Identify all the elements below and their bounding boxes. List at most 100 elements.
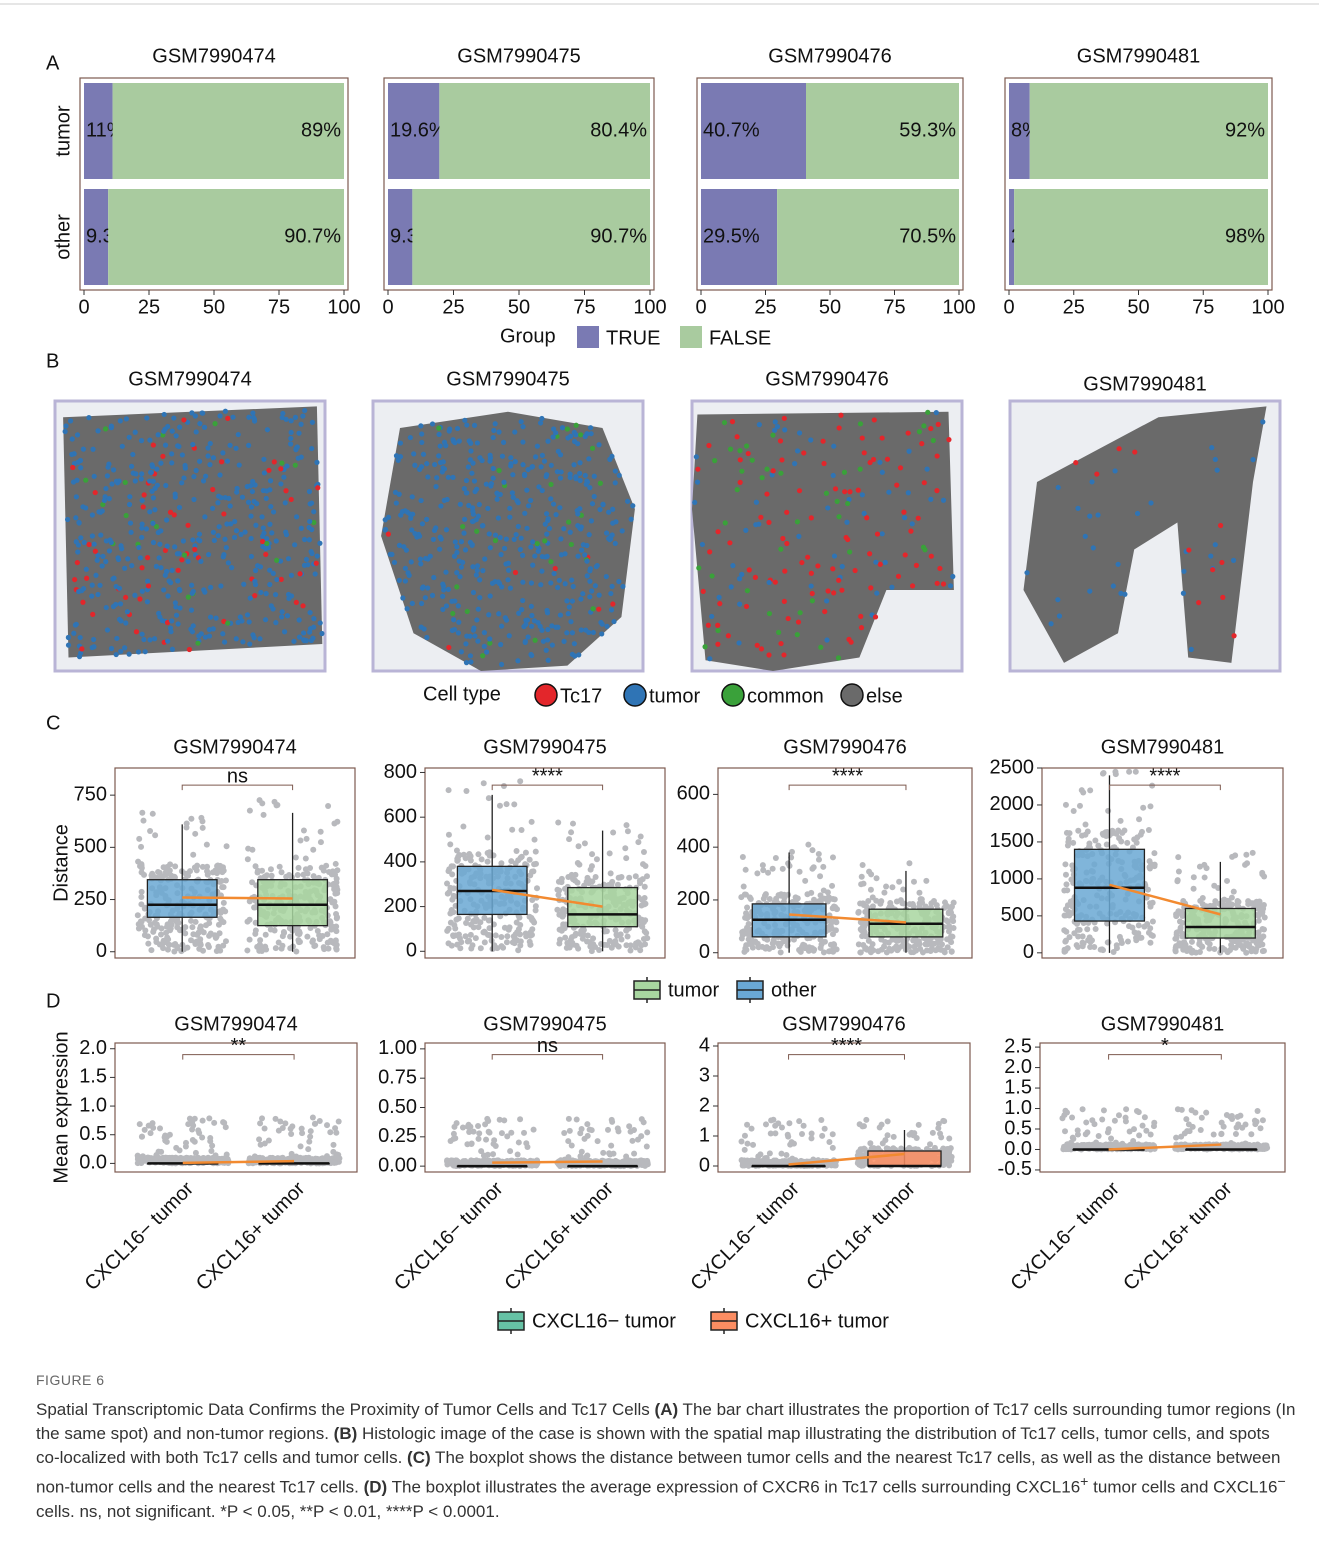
spot bbox=[548, 482, 553, 487]
spot bbox=[566, 611, 571, 616]
jitter-point bbox=[830, 1161, 836, 1167]
jitter-point bbox=[516, 926, 522, 932]
spot bbox=[403, 566, 408, 571]
jitter-point bbox=[471, 1129, 477, 1135]
jitter-point bbox=[561, 1130, 567, 1136]
x-tick-label: 0 bbox=[78, 296, 89, 318]
jitter-point bbox=[768, 1117, 774, 1123]
spot bbox=[151, 495, 156, 500]
jitter-point bbox=[1147, 900, 1153, 906]
spot bbox=[592, 494, 597, 499]
mean-line bbox=[182, 897, 292, 898]
spot bbox=[107, 496, 112, 501]
spot bbox=[782, 569, 787, 574]
spot bbox=[273, 592, 278, 597]
spot bbox=[530, 563, 535, 568]
jitter-point bbox=[247, 808, 253, 814]
spot bbox=[220, 450, 225, 455]
spot bbox=[512, 537, 517, 542]
jitter-point bbox=[307, 865, 313, 871]
spot bbox=[880, 470, 885, 475]
jitter-point bbox=[516, 915, 522, 921]
jitter-point bbox=[139, 865, 145, 871]
jitter-point bbox=[499, 1130, 505, 1136]
spot bbox=[393, 490, 398, 495]
jitter-point bbox=[463, 788, 469, 794]
spot bbox=[1208, 553, 1213, 558]
jitter-point bbox=[917, 946, 923, 952]
spot bbox=[910, 583, 915, 588]
spot bbox=[723, 520, 728, 525]
jitter-point bbox=[533, 903, 539, 909]
spot bbox=[1048, 621, 1053, 626]
jitter-point bbox=[135, 912, 141, 918]
spot bbox=[588, 566, 593, 571]
y-tick-label: 0.0 bbox=[79, 1152, 107, 1174]
spot bbox=[822, 609, 827, 614]
spot bbox=[568, 530, 573, 535]
spot bbox=[1181, 591, 1186, 596]
spot bbox=[240, 495, 245, 500]
spot bbox=[267, 487, 272, 492]
spot bbox=[140, 632, 145, 637]
spot bbox=[475, 568, 480, 573]
spot bbox=[824, 598, 829, 603]
y-tick-label: 600 bbox=[677, 783, 710, 805]
spot bbox=[450, 475, 455, 480]
spot bbox=[215, 500, 220, 505]
jitter-point bbox=[1151, 850, 1157, 856]
facet-title: GSM7990475 bbox=[446, 368, 569, 390]
spot bbox=[551, 501, 556, 506]
value-label: 59.3% bbox=[899, 119, 956, 141]
spot bbox=[129, 464, 134, 469]
spot bbox=[786, 616, 791, 621]
jitter-point bbox=[1226, 899, 1232, 905]
jitter-point bbox=[200, 1118, 206, 1124]
jitter-point bbox=[253, 928, 259, 934]
spot bbox=[417, 467, 422, 472]
spot bbox=[539, 464, 544, 469]
jitter-point bbox=[485, 859, 491, 865]
jitter-point bbox=[1071, 808, 1077, 814]
spot bbox=[482, 630, 487, 635]
jitter-point bbox=[748, 1158, 754, 1164]
jitter-point bbox=[333, 1130, 339, 1136]
jitter-point bbox=[299, 1130, 305, 1136]
jitter-point bbox=[619, 937, 625, 943]
spot bbox=[124, 416, 129, 421]
spot bbox=[213, 616, 218, 621]
spot bbox=[430, 593, 435, 598]
y-axis-title: Mean expression bbox=[50, 1031, 72, 1183]
spot bbox=[152, 507, 157, 512]
spot bbox=[229, 565, 234, 570]
spot bbox=[118, 649, 123, 654]
spot bbox=[542, 459, 547, 464]
jitter-point bbox=[475, 851, 481, 857]
spot bbox=[145, 555, 150, 560]
spot bbox=[488, 545, 493, 550]
spot bbox=[754, 500, 759, 505]
jitter-point bbox=[568, 829, 574, 835]
spot bbox=[234, 528, 239, 533]
jitter-point bbox=[946, 909, 952, 915]
spot bbox=[459, 539, 464, 544]
spot bbox=[559, 469, 564, 474]
spot bbox=[773, 419, 778, 424]
spot bbox=[136, 545, 141, 550]
spot bbox=[281, 475, 286, 480]
y-tick-label: 0.25 bbox=[378, 1125, 417, 1147]
spot bbox=[397, 543, 402, 548]
spot bbox=[246, 443, 251, 448]
spot bbox=[149, 489, 154, 494]
spot bbox=[1091, 545, 1096, 550]
spot bbox=[606, 510, 611, 515]
jitter-point bbox=[206, 944, 212, 950]
spot bbox=[405, 606, 410, 611]
jitter-point bbox=[468, 857, 474, 863]
jitter-point bbox=[138, 918, 144, 924]
spot bbox=[824, 491, 829, 496]
jitter-point bbox=[567, 1128, 573, 1134]
spot bbox=[447, 426, 452, 431]
spot bbox=[914, 563, 919, 568]
legend-label: FALSE bbox=[709, 327, 771, 349]
